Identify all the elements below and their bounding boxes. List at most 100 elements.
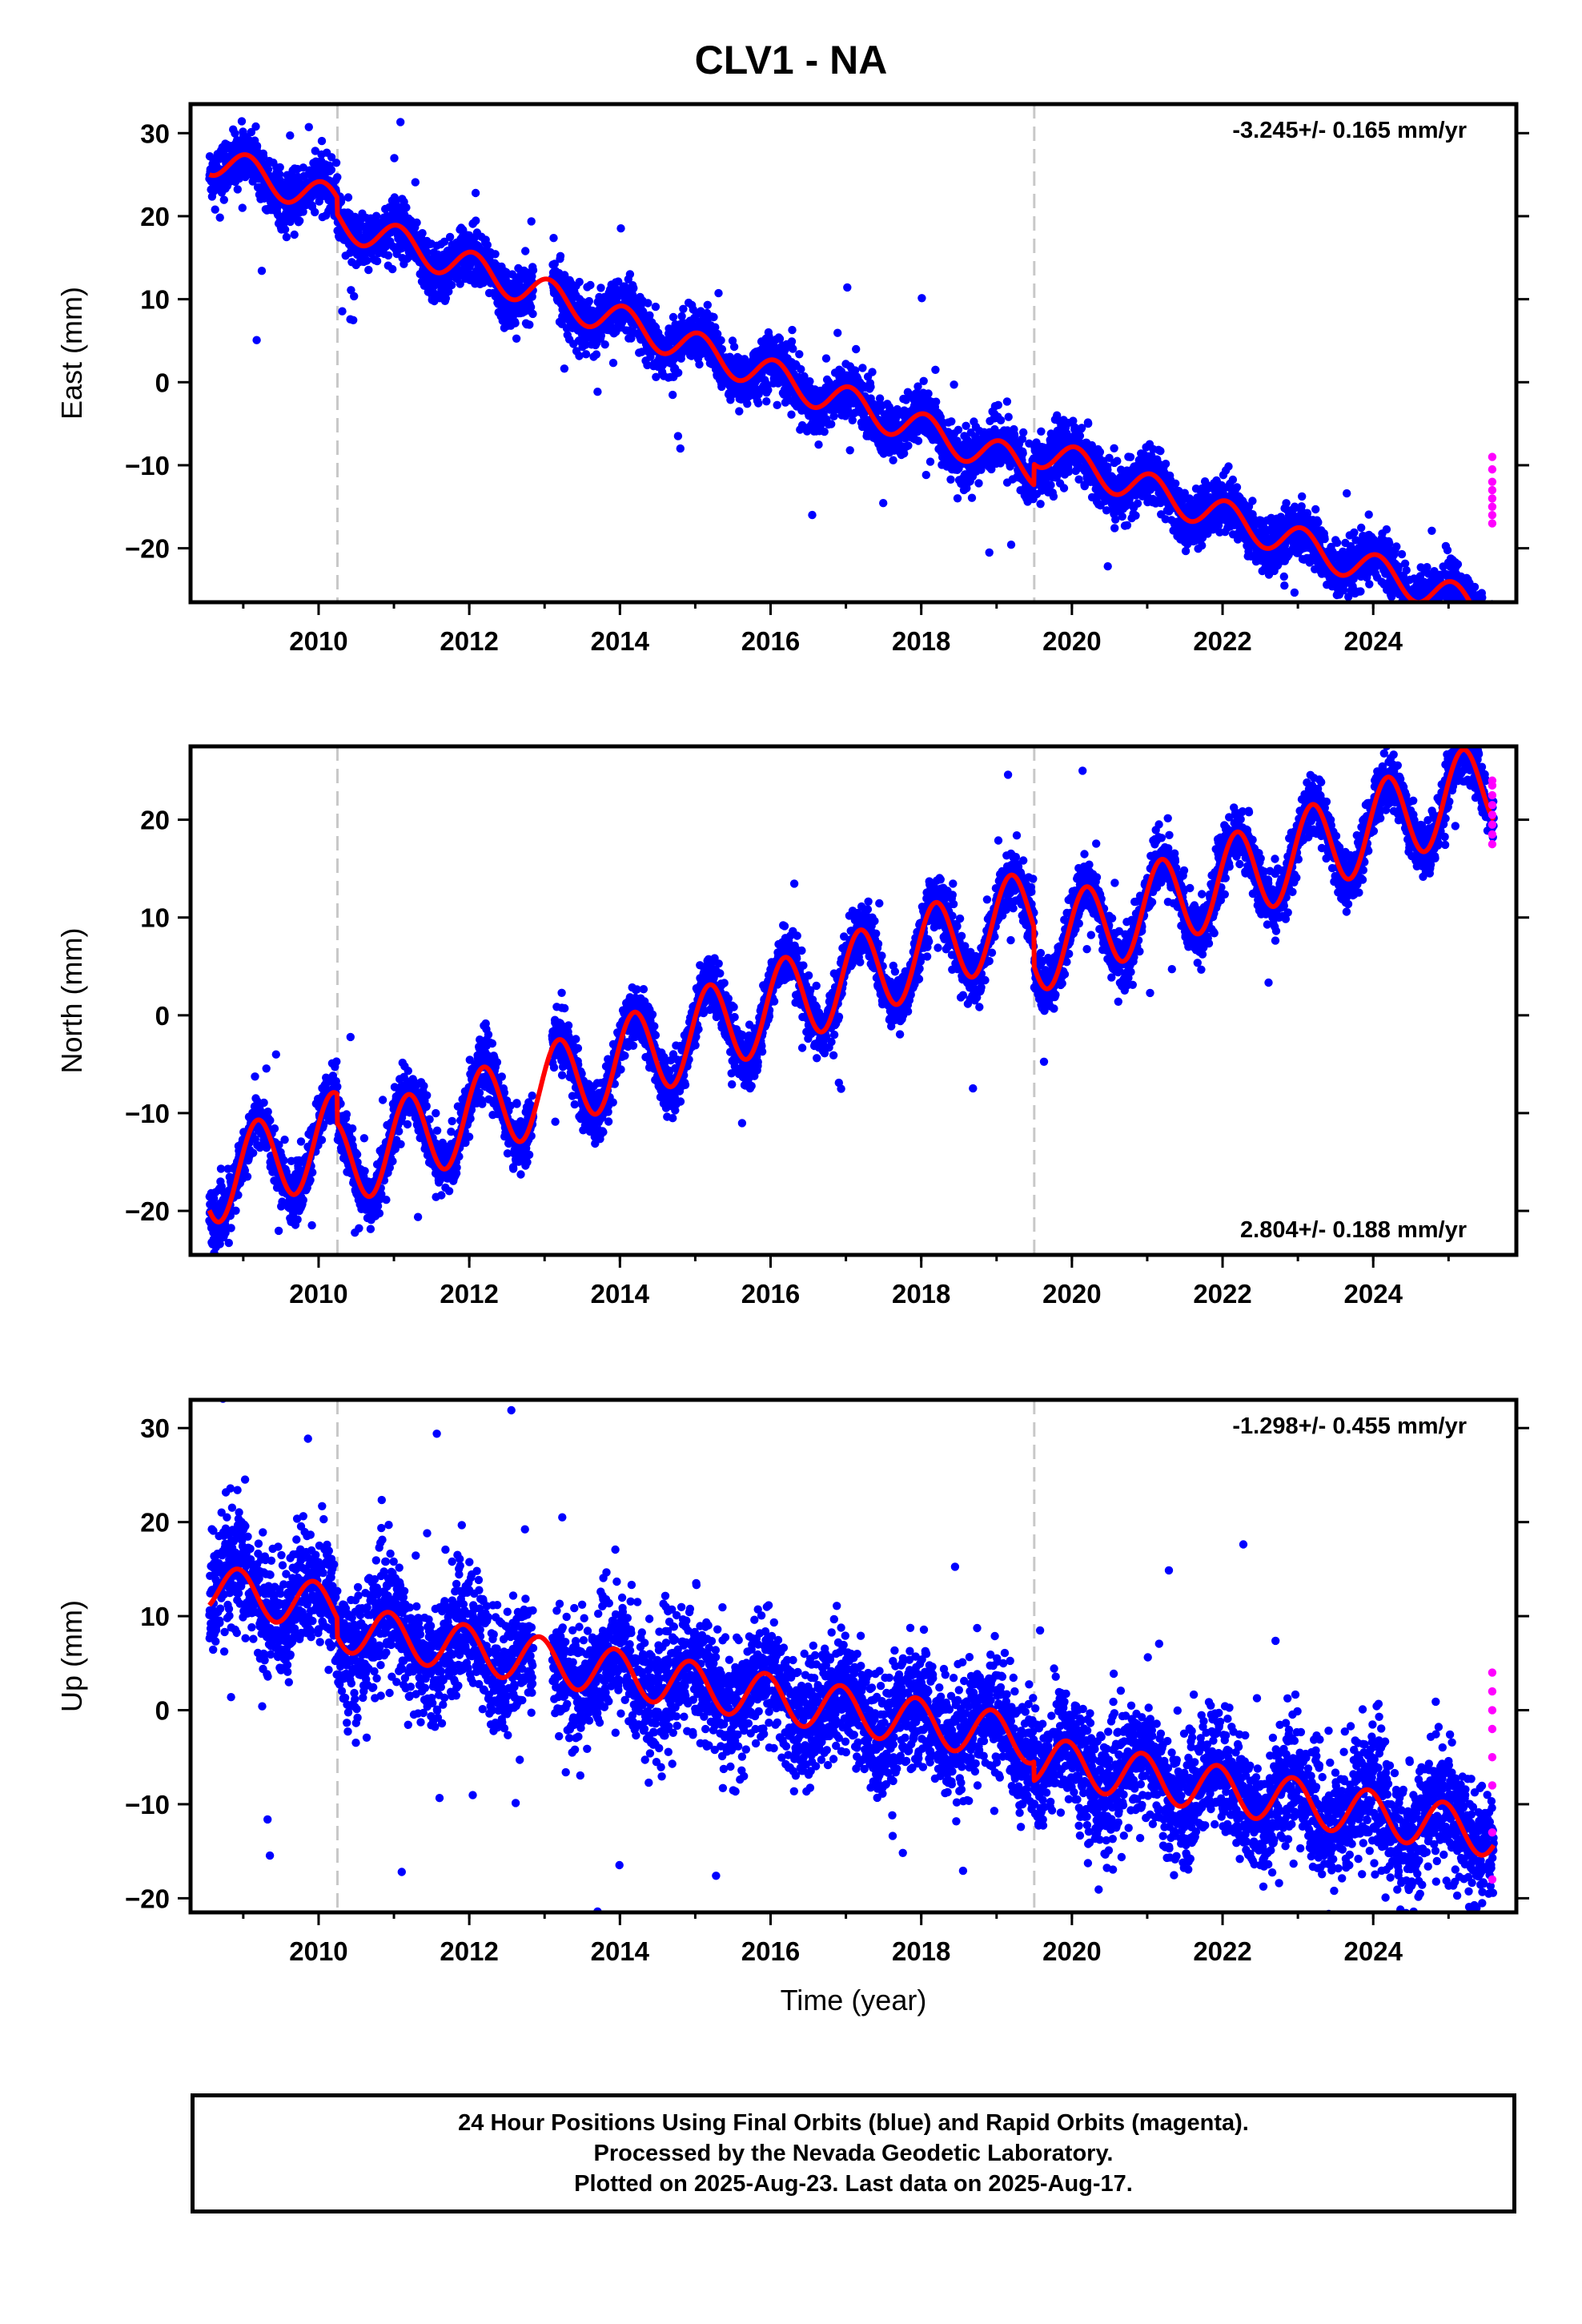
data-point bbox=[743, 400, 752, 408]
data-point bbox=[350, 292, 359, 301]
data-point bbox=[764, 385, 773, 395]
data-point bbox=[644, 299, 652, 308]
data-point bbox=[1248, 497, 1257, 505]
data-point bbox=[299, 163, 307, 172]
data-point bbox=[754, 399, 763, 408]
data-point bbox=[921, 470, 931, 480]
data-point bbox=[364, 265, 373, 275]
data-point bbox=[275, 170, 284, 179]
data-point bbox=[919, 376, 928, 385]
data-point bbox=[625, 270, 635, 279]
data-point bbox=[596, 283, 605, 292]
data-point bbox=[581, 350, 591, 359]
data-point bbox=[717, 336, 725, 345]
data-point bbox=[787, 337, 797, 346]
data-point bbox=[946, 475, 955, 484]
data-point bbox=[472, 216, 480, 225]
data-point bbox=[645, 311, 654, 320]
data-point bbox=[251, 122, 260, 131]
data-point bbox=[290, 230, 299, 239]
panel-east: 2010 2012 2014 2016 2018 2020 2022 2024−20−1001… bbox=[55, 25, 1529, 656]
data-point bbox=[560, 364, 569, 373]
data-point bbox=[1046, 480, 1055, 489]
data-point bbox=[808, 510, 817, 520]
data-point bbox=[703, 300, 712, 309]
data-point bbox=[247, 127, 256, 137]
chart-title: CLV1 - NA bbox=[694, 38, 888, 82]
data-point bbox=[996, 416, 1006, 424]
data-point bbox=[511, 319, 520, 328]
data-point bbox=[950, 380, 958, 389]
data-point bbox=[372, 256, 382, 266]
data-point bbox=[383, 251, 393, 260]
data-point bbox=[233, 185, 242, 194]
data-point bbox=[299, 207, 307, 216]
data-point bbox=[866, 382, 875, 392]
data-point bbox=[593, 388, 602, 396]
data-point bbox=[994, 400, 1003, 409]
data-point bbox=[275, 163, 284, 172]
data-point bbox=[967, 493, 977, 502]
data-point bbox=[252, 336, 261, 344]
data-point bbox=[1075, 432, 1085, 440]
data-point bbox=[673, 432, 683, 440]
data-point bbox=[1171, 479, 1180, 488]
data-point bbox=[904, 441, 913, 450]
data-point bbox=[1131, 511, 1140, 520]
data-point bbox=[868, 368, 877, 376]
data-point bbox=[814, 440, 823, 449]
data-point bbox=[363, 256, 371, 265]
data-point bbox=[974, 479, 983, 488]
data-point bbox=[676, 444, 685, 453]
data-point bbox=[295, 216, 304, 225]
data-point bbox=[483, 240, 492, 250]
data-point bbox=[1110, 444, 1118, 452]
data-point bbox=[311, 147, 319, 155]
data-point bbox=[1161, 460, 1170, 468]
data-point bbox=[985, 548, 994, 557]
data-point bbox=[1049, 492, 1058, 501]
data-point bbox=[471, 188, 480, 198]
data-point bbox=[1018, 448, 1027, 458]
data-point bbox=[219, 195, 228, 204]
data-point bbox=[227, 54, 235, 62]
data-point bbox=[286, 131, 295, 140]
data-point bbox=[528, 266, 538, 275]
data-point bbox=[1126, 452, 1135, 461]
data-point bbox=[331, 159, 341, 167]
data-point bbox=[1228, 475, 1238, 485]
data-point bbox=[418, 229, 427, 238]
data-point bbox=[211, 205, 219, 214]
data-point bbox=[556, 251, 565, 260]
data-point bbox=[1224, 462, 1233, 471]
data-point bbox=[833, 328, 842, 337]
data-point bbox=[263, 165, 273, 174]
data-point bbox=[327, 153, 336, 162]
data-point bbox=[528, 309, 537, 319]
data-point bbox=[343, 193, 353, 202]
data-point bbox=[669, 312, 678, 322]
data-point bbox=[390, 154, 399, 163]
data-point bbox=[317, 136, 327, 146]
data-point bbox=[215, 213, 224, 222]
data-point bbox=[1006, 541, 1016, 549]
data-point bbox=[773, 400, 781, 409]
data-point bbox=[677, 312, 686, 321]
data-point bbox=[1036, 500, 1045, 509]
data-point bbox=[280, 225, 290, 234]
data-point bbox=[845, 446, 854, 455]
data-point bbox=[371, 211, 381, 220]
data-point bbox=[954, 425, 963, 434]
data-point bbox=[1122, 521, 1132, 530]
data-point bbox=[1084, 419, 1093, 428]
data-point bbox=[512, 334, 521, 343]
data-point bbox=[258, 25, 266, 33]
data-point bbox=[238, 203, 247, 212]
data-point bbox=[521, 247, 530, 255]
data-point bbox=[311, 207, 319, 217]
data-point bbox=[695, 360, 704, 369]
data-point bbox=[629, 283, 638, 292]
data-point bbox=[575, 277, 584, 287]
data-point bbox=[821, 354, 831, 363]
